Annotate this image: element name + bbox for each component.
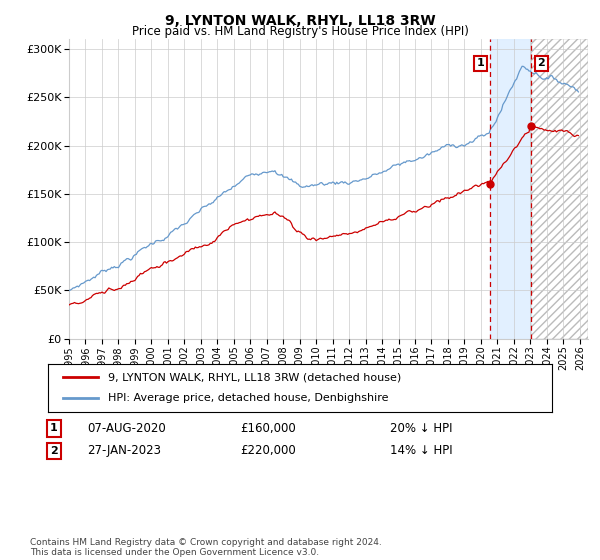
Text: HPI: Average price, detached house, Denbighshire: HPI: Average price, detached house, Denb… — [109, 393, 389, 403]
Text: 1: 1 — [477, 58, 484, 68]
Text: Price paid vs. HM Land Registry's House Price Index (HPI): Price paid vs. HM Land Registry's House … — [131, 25, 469, 38]
Text: 07-AUG-2020: 07-AUG-2020 — [87, 422, 166, 435]
Bar — [532, 39, 580, 339]
Bar — [532, 39, 588, 339]
Text: 27-JAN-2023: 27-JAN-2023 — [87, 444, 161, 458]
Text: 9, LYNTON WALK, RHYL, LL18 3RW: 9, LYNTON WALK, RHYL, LL18 3RW — [164, 14, 436, 28]
Text: 20% ↓ HPI: 20% ↓ HPI — [390, 422, 452, 435]
Text: 9, LYNTON WALK, RHYL, LL18 3RW (detached house): 9, LYNTON WALK, RHYL, LL18 3RW (detached… — [109, 372, 402, 382]
Bar — [490, 39, 532, 339]
Text: 2: 2 — [50, 446, 58, 456]
Text: 14% ↓ HPI: 14% ↓ HPI — [390, 444, 452, 458]
Text: Contains HM Land Registry data © Crown copyright and database right 2024.
This d: Contains HM Land Registry data © Crown c… — [30, 538, 382, 557]
Text: £220,000: £220,000 — [240, 444, 296, 458]
Text: £160,000: £160,000 — [240, 422, 296, 435]
Text: 1: 1 — [50, 423, 58, 433]
Text: 2: 2 — [538, 58, 545, 68]
